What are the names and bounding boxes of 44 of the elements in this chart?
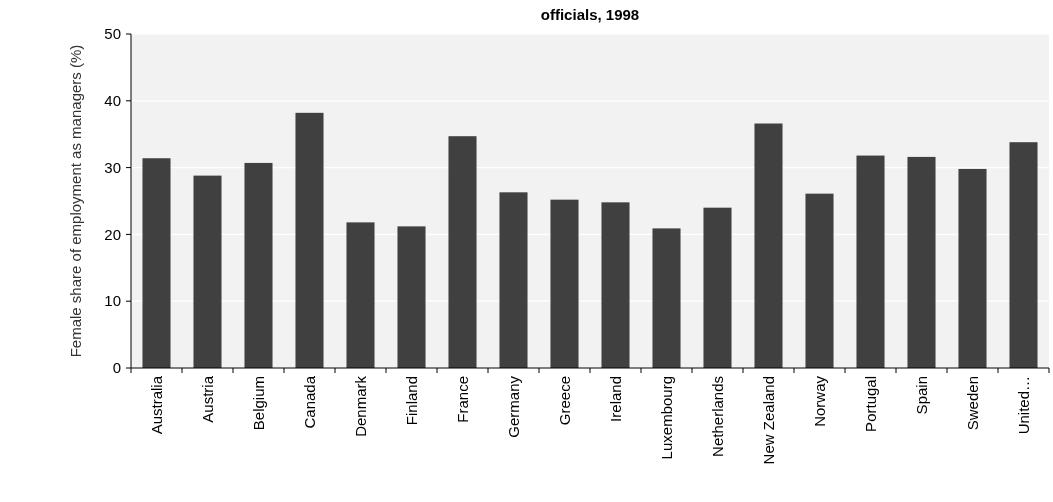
x-tick-label: Netherlands — [708, 376, 726, 457]
bar — [856, 155, 885, 368]
bar — [142, 158, 171, 368]
bar — [499, 192, 528, 368]
chart-title: officials, 1998 — [540, 6, 640, 23]
y-tick-label: 30 — [104, 158, 121, 176]
x-tick-label: Denmark — [351, 375, 369, 437]
bar — [346, 222, 375, 368]
x-tick-label: Australia — [147, 375, 165, 435]
bar — [958, 168, 987, 368]
x-tick-label: Austria — [198, 375, 216, 423]
bar — [601, 202, 630, 368]
x-tick-label: Portugal — [861, 376, 879, 432]
y-tick-label: 50 — [104, 25, 121, 43]
bar — [754, 123, 783, 368]
x-tick-label: Germany — [504, 375, 522, 438]
bar — [907, 156, 936, 368]
x-tick-label: Greece — [555, 376, 573, 426]
x-tick-label: Norway — [810, 375, 828, 427]
x-tick-label: Ireland — [606, 376, 624, 422]
x-tick-label: France — [453, 376, 471, 423]
x-tick-label: Finland — [402, 376, 420, 426]
x-tick-label: New Zealand — [759, 376, 777, 465]
x-tick-label: Spain — [912, 376, 930, 415]
bar — [1009, 142, 1038, 368]
bar — [193, 175, 222, 368]
bar — [805, 193, 834, 368]
y-tick-label: 40 — [104, 92, 121, 110]
bar — [703, 207, 732, 368]
x-tick-label: Luxembourg — [657, 376, 675, 460]
x-tick-label: United… — [1014, 376, 1032, 435]
y-tick-label: 20 — [104, 225, 121, 243]
bar — [295, 112, 324, 368]
x-tick-label: Belgium — [249, 376, 267, 431]
x-tick-label: Sweden — [963, 376, 981, 431]
y-tick-label: 10 — [104, 292, 121, 310]
y-axis-title: Female share of employment as managers (%) — [67, 44, 84, 358]
bar — [550, 199, 579, 368]
y-tick-label: 0 — [112, 359, 121, 377]
bar — [448, 136, 477, 368]
bar — [652, 228, 681, 368]
bar — [244, 162, 273, 368]
bar — [397, 226, 426, 368]
x-tick-label: Canada — [300, 375, 318, 429]
